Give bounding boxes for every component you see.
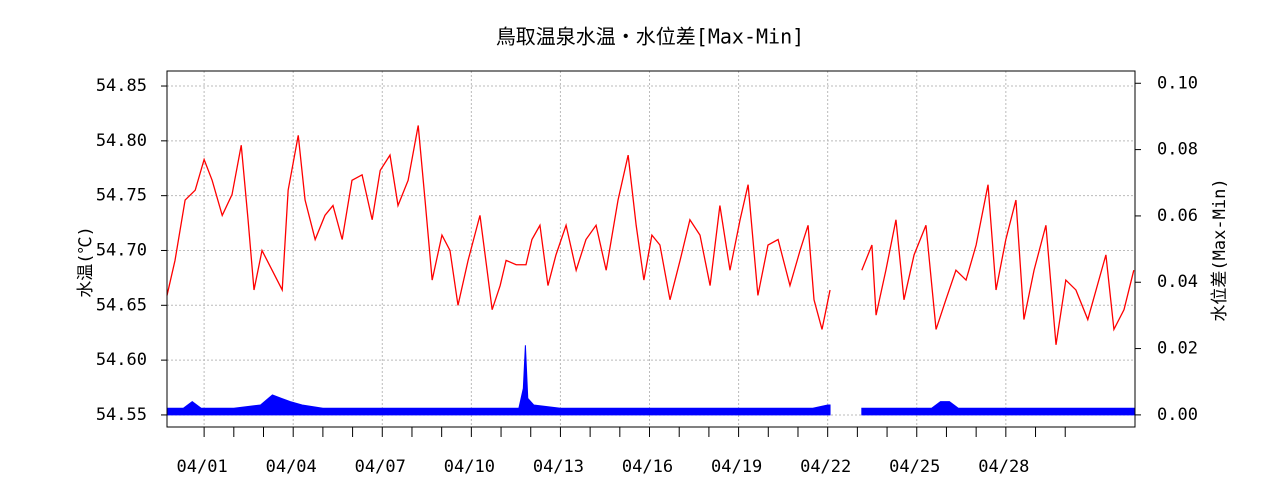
y2-tick-label: 0.08 — [1157, 140, 1198, 160]
y2-tick-label: 0.10 — [1157, 73, 1198, 93]
x-tick-label: 04/13 — [533, 457, 584, 477]
y-tick-label: 54.55 — [96, 405, 147, 425]
area — [861, 401, 1136, 416]
x-tick-label: 04/28 — [978, 457, 1029, 477]
y-axis-label: 水温(℃) — [76, 226, 96, 297]
x-tick-label: 04/25 — [889, 457, 940, 477]
x-tick-label: 04/16 — [622, 457, 673, 477]
y2-tick-label: 0.00 — [1157, 405, 1198, 425]
x-tick-label: 04/10 — [444, 457, 495, 477]
y-tick-label: 54.65 — [96, 295, 147, 315]
chart-title: 鳥取温泉水温・水位差[Max-Min] — [496, 25, 804, 49]
y-tick-label: 54.75 — [96, 186, 147, 206]
y-tick-label: 54.70 — [96, 240, 147, 260]
y-tick-label: 54.60 — [96, 350, 147, 370]
y-tick-label: 54.80 — [96, 131, 147, 151]
plot-frame — [166, 70, 1136, 428]
line — [166, 125, 831, 330]
x-tick-label: 04/19 — [711, 457, 762, 477]
area — [166, 345, 831, 416]
x-tick-label: 04/07 — [355, 457, 406, 477]
y2-tick-label: 0.02 — [1157, 339, 1198, 359]
y2-tick-label: 0.04 — [1157, 272, 1198, 292]
x-tick-label: 04/01 — [177, 457, 228, 477]
x-tick-label: 04/04 — [266, 457, 317, 477]
line — [861, 184, 1135, 345]
y2-tick-label: 0.06 — [1157, 206, 1198, 226]
y-tick-label: 54.85 — [96, 76, 147, 96]
x-tick-label: 04/22 — [800, 457, 851, 477]
y2-axis-label: 水位差(Max-Min) — [1210, 178, 1230, 321]
